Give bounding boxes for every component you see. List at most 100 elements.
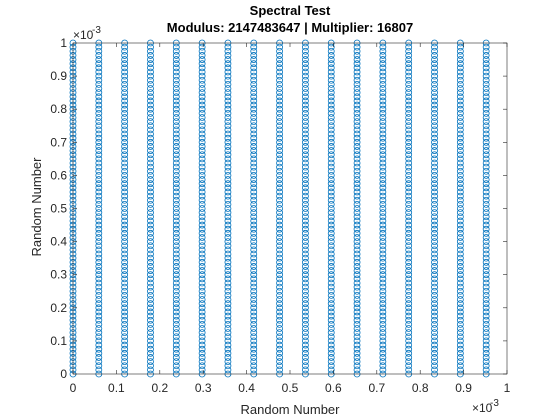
scatter-point bbox=[379, 56, 387, 63]
scatter-point bbox=[276, 118, 283, 126]
scatter-point bbox=[456, 155, 464, 163]
scatter-point bbox=[379, 221, 387, 229]
scatter-point bbox=[353, 143, 361, 150]
scatter-point bbox=[198, 287, 206, 295]
scatter-point bbox=[431, 337, 438, 345]
point-column-3 bbox=[147, 39, 154, 378]
scatter-point bbox=[327, 97, 335, 105]
scatter-point bbox=[172, 345, 180, 353]
scatter-point bbox=[379, 171, 387, 179]
scatter-point bbox=[456, 114, 464, 121]
scatter-point bbox=[379, 333, 387, 341]
scatter-point bbox=[302, 316, 309, 324]
scatter-point bbox=[276, 229, 283, 237]
scatter-point bbox=[276, 105, 283, 113]
scatter-point bbox=[121, 147, 129, 154]
scatter-point bbox=[379, 213, 387, 221]
scatter-point bbox=[379, 345, 387, 353]
scatter-point bbox=[405, 263, 413, 270]
scatter-point bbox=[302, 341, 309, 349]
scatter-point bbox=[482, 134, 490, 142]
scatter-point bbox=[172, 304, 180, 312]
scatter-point bbox=[302, 85, 309, 92]
scatter-point bbox=[224, 209, 232, 217]
scatter-point bbox=[224, 93, 232, 101]
y-axis-label: Random Number bbox=[29, 157, 44, 257]
scatter-point bbox=[482, 56, 490, 63]
scatter-point bbox=[456, 89, 464, 97]
scatter-point bbox=[405, 300, 413, 308]
scatter-point bbox=[276, 275, 283, 283]
scatter-point bbox=[121, 60, 129, 68]
scatter-point bbox=[198, 283, 206, 291]
scatter-point bbox=[276, 126, 283, 134]
scatter-point bbox=[276, 68, 283, 76]
scatter-point bbox=[172, 209, 180, 217]
scatter-point bbox=[198, 159, 206, 167]
scatter-point bbox=[431, 246, 438, 254]
scatter-point bbox=[327, 151, 335, 159]
x-tick-label: 0.6 bbox=[325, 381, 342, 395]
scatter-point bbox=[276, 263, 283, 270]
scatter-point bbox=[276, 366, 283, 374]
y-axis-ticks: 0 0.1 0.2 0.3 0.4 0.5 0.6 0.7 0.8 0.9 1 bbox=[50, 36, 507, 381]
scatter-point bbox=[198, 362, 206, 370]
scatter-point bbox=[95, 176, 103, 183]
scatter-point bbox=[250, 159, 258, 167]
scatter-point bbox=[327, 246, 335, 254]
scatter-point bbox=[276, 122, 283, 130]
scatter-point bbox=[121, 267, 129, 274]
scatter-point bbox=[405, 159, 413, 167]
scatter-point bbox=[327, 192, 335, 200]
scatter-point bbox=[172, 105, 180, 113]
scatter-point bbox=[224, 171, 232, 179]
scatter-point bbox=[456, 209, 464, 217]
scatter-point bbox=[353, 254, 361, 262]
scatter-point bbox=[95, 362, 103, 370]
scatter-point bbox=[379, 60, 387, 68]
scatter-point bbox=[224, 176, 232, 183]
scatter-point bbox=[250, 188, 258, 196]
scatter-point bbox=[327, 76, 335, 84]
scatter-point bbox=[482, 85, 490, 92]
scatter-point bbox=[353, 341, 361, 349]
scatter-point bbox=[302, 279, 309, 287]
scatter-point bbox=[276, 316, 283, 324]
scatter-point bbox=[172, 291, 180, 299]
scatter-point bbox=[379, 101, 387, 109]
scatter-point bbox=[121, 159, 129, 167]
scatter-point bbox=[353, 167, 361, 175]
scatter-point bbox=[405, 151, 413, 159]
scatter-point bbox=[198, 349, 206, 357]
scatter-point bbox=[95, 354, 103, 361]
scatter-point bbox=[405, 68, 413, 76]
x-tick-label: 1 bbox=[504, 381, 511, 395]
scatter-point bbox=[327, 143, 335, 150]
scatter-point bbox=[405, 205, 413, 212]
scatter-point bbox=[353, 176, 361, 183]
scatter-point bbox=[405, 345, 413, 353]
scatter-point bbox=[276, 97, 283, 105]
scatter-point bbox=[302, 209, 309, 217]
scatter-point bbox=[353, 147, 361, 154]
scatter-point bbox=[121, 234, 129, 241]
scatter-point bbox=[250, 329, 258, 337]
scatter-point bbox=[198, 68, 206, 76]
scatter-point bbox=[276, 312, 283, 320]
scatter-point bbox=[250, 114, 258, 121]
scatter-point bbox=[327, 196, 335, 204]
scatter-point bbox=[121, 229, 129, 237]
scatter-point bbox=[302, 238, 309, 246]
scatter-point bbox=[353, 72, 361, 80]
scatter-point bbox=[456, 56, 464, 63]
scatter-point bbox=[95, 130, 103, 138]
scatter-point bbox=[379, 287, 387, 295]
scatter-point bbox=[250, 254, 258, 262]
scatter-point bbox=[327, 64, 335, 72]
scatter-point bbox=[147, 267, 154, 274]
scatter-point bbox=[456, 337, 464, 345]
x-tick-label: 0.5 bbox=[282, 381, 299, 395]
scatter-point bbox=[198, 296, 206, 303]
scatter-point bbox=[147, 159, 154, 167]
scatter-point bbox=[482, 300, 490, 308]
